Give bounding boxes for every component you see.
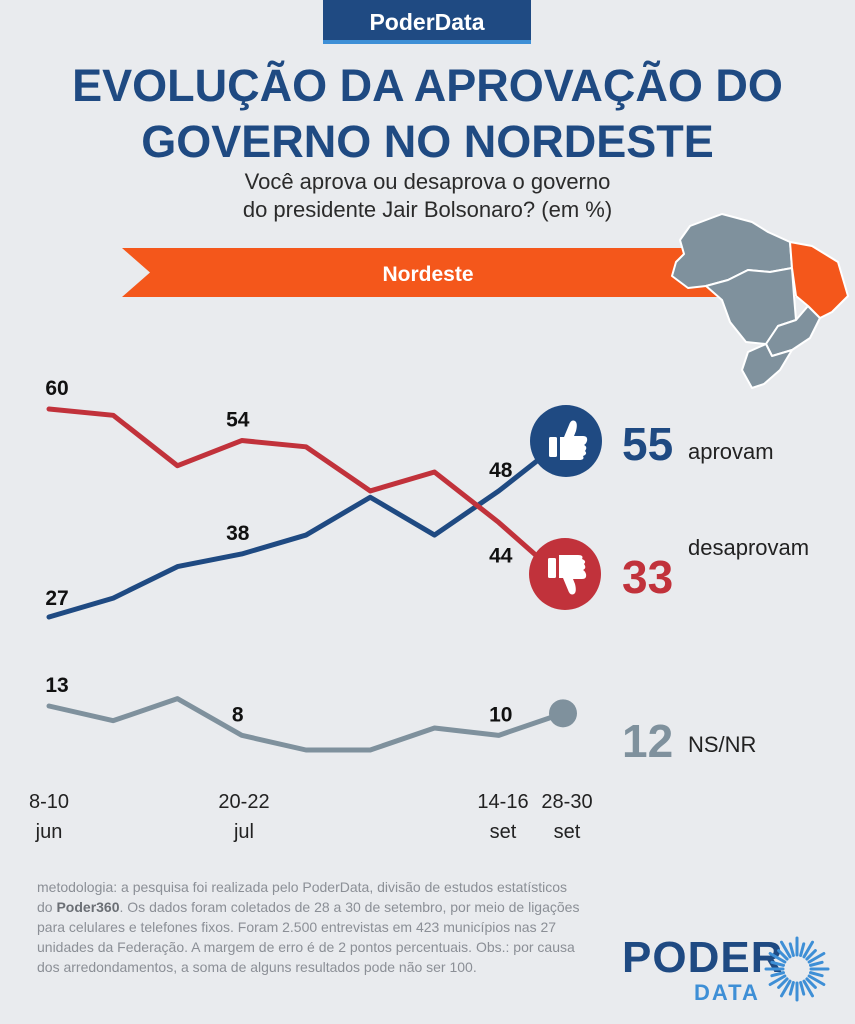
logo-main-text: PODER bbox=[622, 933, 784, 982]
series-line-approve bbox=[46, 438, 566, 620]
series-name-nsnr: NS/NR bbox=[688, 732, 756, 757]
title-line-2: GOVERNO NO NORDESTE bbox=[141, 116, 714, 167]
chart-subtitle: Você aprova ou desaprova o governo do pr… bbox=[0, 168, 855, 224]
x-tick-0-line1: 8-10 bbox=[29, 791, 69, 813]
data-label-disapprove-3: 54 bbox=[226, 409, 250, 432]
logo-sub-text: DATA bbox=[694, 980, 760, 1005]
region-banner-label: Nordeste bbox=[382, 263, 473, 286]
data-label-nsnr-0: 13 bbox=[45, 674, 68, 697]
map-south-region bbox=[741, 343, 793, 389]
x-tick-3-line1: 20-22 bbox=[218, 791, 269, 813]
thumbs-up-icon bbox=[530, 405, 602, 477]
poderdata-logo: PODER DATA bbox=[622, 933, 830, 1006]
brand-label: PoderData bbox=[369, 8, 485, 35]
x-tick-8-line2: set bbox=[554, 821, 581, 843]
series-layer: 27 38 48 55 aprovam 60 54 44 33 desaprovam 13 8 10 12… bbox=[45, 377, 809, 767]
series-disapprove: 60 54 44 33 desaprovam bbox=[45, 377, 809, 610]
data-label-approve-3: 38 bbox=[226, 522, 250, 545]
x-tick-8-line1: 28-30 bbox=[541, 791, 592, 813]
series-line-disapprove bbox=[46, 406, 566, 582]
series-nsnr: 13 8 10 12 NS/NR bbox=[45, 674, 756, 767]
brazil-map-icon bbox=[671, 213, 849, 389]
subtitle-line-2: do presidente Jair Bolsonaro? (em %) bbox=[242, 197, 613, 222]
methodology-note: metodologia: a pesquisa foi realizada pe… bbox=[37, 877, 585, 977]
x-tick-7-line2: set bbox=[490, 821, 517, 843]
title-line-1: EVOLUÇÃO DA APROVAÇÃO DO bbox=[72, 60, 783, 111]
data-label-nsnr-7: 10 bbox=[489, 703, 512, 726]
subtitle-line-1: Você aprova ou desaprova o governo bbox=[244, 169, 611, 194]
series-name-approve: aprovam bbox=[688, 439, 774, 464]
x-tick-3-line2: jul bbox=[233, 821, 254, 843]
methodology-text-suffix: . Os dados foram coletados de 28 a 30 de… bbox=[37, 899, 580, 975]
x-tick-7-line1: 14-16 bbox=[477, 791, 528, 813]
thumbs-down-icon bbox=[529, 538, 601, 610]
data-label-disapprove-0: 60 bbox=[45, 377, 68, 400]
final-value-nsnr: 12 bbox=[622, 715, 673, 767]
data-label-approve-0: 27 bbox=[45, 587, 68, 610]
sunburst-icon bbox=[764, 936, 830, 1002]
chart-canvas: Nordeste 27 38 48 55 aprovam 60 54 44 33 desaprov… bbox=[29, 213, 849, 843]
x-axis: 8-10 jun 20-22 jul 14-16 set 28-30 set bbox=[29, 791, 593, 843]
series-name-disapprove: desaprovam bbox=[688, 535, 809, 560]
map-northeast-region bbox=[789, 241, 849, 319]
brand-badge: PoderData bbox=[323, 0, 531, 44]
data-label-disapprove-7: 44 bbox=[489, 544, 513, 567]
x-tick-0-line2: jun bbox=[35, 821, 63, 843]
data-label-nsnr-3: 8 bbox=[232, 703, 244, 726]
series-line-nsnr bbox=[46, 696, 566, 753]
methodology-bold: Poder360 bbox=[56, 899, 120, 915]
data-label-approve-7: 48 bbox=[489, 459, 513, 482]
final-value-approve: 55 bbox=[622, 418, 673, 470]
methodology-text-prefix: metodologia: a pesquisa foi realizada pe… bbox=[37, 879, 567, 915]
final-value-disapprove: 33 bbox=[622, 551, 673, 603]
chart-title: EVOLUÇÃO DA APROVAÇÃO DO GOVERNO NO NORD… bbox=[0, 58, 855, 170]
region-banner bbox=[122, 248, 800, 297]
nsnr-end-marker bbox=[549, 699, 577, 728]
